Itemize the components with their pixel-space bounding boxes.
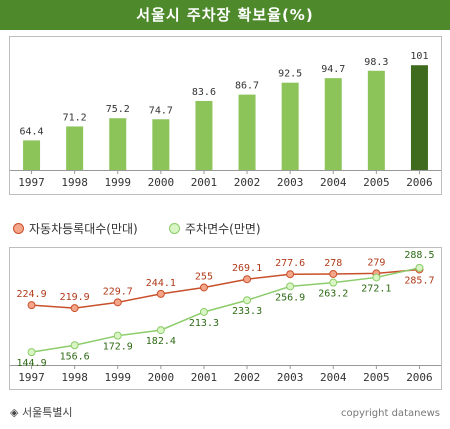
cars-point xyxy=(243,275,252,284)
legend-item-parking: 주차면수(만면) xyxy=(169,220,261,237)
cars-point xyxy=(113,298,122,307)
parking-value-label: 233.3 xyxy=(232,306,262,317)
cars-value-label: 269.1 xyxy=(232,263,262,274)
parking-point xyxy=(156,326,165,335)
bar xyxy=(195,100,213,170)
bar xyxy=(152,119,170,170)
x-tick-label: 1997 xyxy=(18,176,45,189)
bar xyxy=(324,78,342,170)
x-tick-label: 2002 xyxy=(234,176,261,189)
cars-value-label: 244.1 xyxy=(146,278,176,289)
x-tick-label: 1997 xyxy=(18,371,45,384)
x-tick-label: 2003 xyxy=(277,371,304,384)
x-tick-label: 2004 xyxy=(320,371,347,384)
cars-value-label: 278 xyxy=(324,258,342,269)
parking-series-line xyxy=(31,267,420,353)
x-tick-label: 2005 xyxy=(363,176,390,189)
source-label: ◈ 서울특별시 xyxy=(10,406,73,419)
x-tick-label: 2005 xyxy=(363,371,390,384)
line-chart-panel: 1997 1998 1999 2000 2001 2002 2003 2004 2005 2006… xyxy=(9,247,442,390)
bar-chart-panel: 64.4 1997 71.2 1998 75.2 1999 74.7 2000 83.6 2001… xyxy=(9,36,442,195)
parking-point xyxy=(113,331,122,340)
cars-value-label: 255 xyxy=(195,271,213,282)
bar-value-label: 75.2 xyxy=(106,104,130,115)
x-tick-label: 2004 xyxy=(320,176,347,189)
x-tick-label: 1999 xyxy=(105,371,132,384)
x-tick-label: 2003 xyxy=(277,176,304,189)
bar-value-label: 98.3 xyxy=(364,57,388,68)
parking-value-label: 182.4 xyxy=(146,336,176,347)
x-tick-label: 1998 xyxy=(61,176,88,189)
parking-point xyxy=(199,307,208,316)
x-tick-label: 2002 xyxy=(234,371,261,384)
parking-point xyxy=(286,282,295,291)
legend-label-parking: 주차면수(만면) xyxy=(185,222,261,236)
cars-value-label: 277.6 xyxy=(275,258,305,269)
parking-value-label: 272.1 xyxy=(361,283,391,294)
bar-value-label: 74.7 xyxy=(149,105,173,116)
line-chart: 1997 1998 1999 2000 2001 2002 2003 2004 2005 2006… xyxy=(10,250,441,384)
bar-value-label: 71.2 xyxy=(63,112,87,123)
x-tick-label: 1999 xyxy=(105,176,132,189)
cars-value-label: 224.9 xyxy=(16,289,46,300)
bar xyxy=(66,126,84,170)
cars-value-label: 285.7 xyxy=(404,275,434,286)
parking-value-label: 288.5 xyxy=(404,250,434,261)
x-tick-label: 2006 xyxy=(406,371,433,384)
x-tick-label: 1998 xyxy=(61,371,88,384)
cars-value-label: 279 xyxy=(367,257,385,268)
cars-point xyxy=(286,270,295,279)
cars-point xyxy=(27,301,36,310)
parking-point xyxy=(243,296,252,305)
cars-value-label: 219.9 xyxy=(60,292,90,303)
cars-point xyxy=(199,283,208,292)
parking-value-label: 263.2 xyxy=(318,289,348,300)
bar xyxy=(109,118,127,170)
parking-value-label: 213.3 xyxy=(189,318,219,329)
parking-point xyxy=(27,348,36,357)
x-tick-label: 2006 xyxy=(406,176,433,189)
x-tick-label: 2001 xyxy=(191,371,218,384)
legend-marker-cars xyxy=(13,223,24,234)
bar xyxy=(238,94,256,170)
parking-point xyxy=(70,341,79,350)
parking-value-label: 172.9 xyxy=(103,342,133,353)
parking-value-label: 156.6 xyxy=(60,351,90,362)
legend-label-cars: 자동차등록대수(만대) xyxy=(29,222,138,236)
parking-point xyxy=(329,278,338,287)
parking-value-label: 144.9 xyxy=(16,358,46,369)
cars-series-line xyxy=(31,268,420,309)
bar-value-label: 94.7 xyxy=(321,64,345,75)
bar xyxy=(281,82,299,170)
header-bar: 서울시 주차장 확보율(%) xyxy=(0,0,450,30)
bar-value-label: 92.5 xyxy=(278,69,302,80)
bar-value-label: 83.6 xyxy=(192,87,216,98)
x-tick-label: 2001 xyxy=(191,176,218,189)
bar xyxy=(367,70,385,170)
legend-marker-parking xyxy=(169,223,180,234)
bar-value-label: 64.4 xyxy=(20,126,44,137)
line-chart-legend: 자동차등록대수(만대) 주차면수(만면) xyxy=(9,213,440,241)
chart-title: 서울시 주차장 확보율(%) xyxy=(136,6,314,24)
bar-value-label: 101 xyxy=(410,51,428,62)
cars-point xyxy=(70,304,79,313)
parking-point xyxy=(372,273,381,282)
x-tick-label: 2000 xyxy=(148,371,175,384)
cars-point xyxy=(156,289,165,298)
bar xyxy=(23,140,41,170)
legend-item-cars: 자동차등록대수(만대) xyxy=(13,220,138,237)
copyright-label: copyright datanews xyxy=(341,408,440,419)
parking-value-label: 256.9 xyxy=(275,292,305,303)
parking-point xyxy=(415,263,424,272)
cars-value-label: 229.7 xyxy=(103,286,133,297)
bar xyxy=(410,65,428,170)
cars-point xyxy=(329,269,338,278)
bar-value-label: 86.7 xyxy=(235,81,259,92)
bar-chart: 64.4 1997 71.2 1998 75.2 1999 74.7 2000 83.6 2001… xyxy=(10,51,441,189)
x-tick-label: 2000 xyxy=(148,176,175,189)
